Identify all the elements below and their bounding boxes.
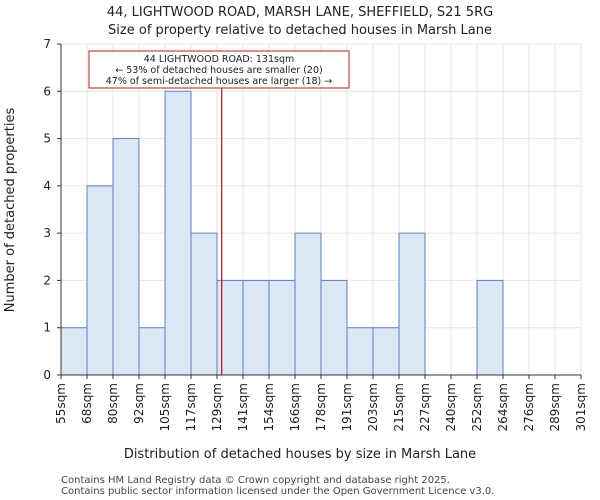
- y-axis-label: Number of detached properties: [3, 108, 18, 313]
- y-tick-label-0: 0: [43, 368, 51, 382]
- annotation-line-1: 44 LIGHTWOOD ROAD: 131sqm: [144, 54, 295, 65]
- x-tick-label-191sqm: 191sqm: [340, 383, 354, 431]
- x-tick-label-80sqm: 80sqm: [106, 383, 120, 424]
- bar-154sqm: [268, 279, 296, 376]
- chart-title: 44, LIGHTWOOD ROAD, MARSH LANE, SHEFFIEL…: [107, 5, 493, 20]
- bar-129sqm: [216, 279, 244, 376]
- bar-117sqm: [190, 232, 218, 376]
- x-tick-label-55sqm: 55sqm: [54, 383, 68, 424]
- x-tick-label-215sqm: 215sqm: [392, 383, 406, 431]
- x-tick-label-178sqm: 178sqm: [314, 383, 328, 431]
- footer-line-2: Contains public sector information licen…: [61, 486, 494, 497]
- x-tick-label-105sqm: 105sqm: [158, 383, 172, 431]
- x-tick-label-117sqm: 117sqm: [184, 383, 198, 431]
- x-tick-label-227sqm: 227sqm: [418, 383, 432, 431]
- y-tick-label-4: 4: [43, 179, 51, 193]
- x-tick-label-141sqm: 141sqm: [236, 383, 250, 431]
- x-tick-label-92sqm: 92sqm: [132, 383, 146, 424]
- x-tick-label-154sqm: 154sqm: [262, 383, 276, 431]
- bar-166sqm: [294, 232, 322, 376]
- bar-252sqm: [476, 279, 504, 376]
- x-tick-label-276sqm: 276sqm: [522, 383, 536, 431]
- y-tick-labels: 0 1 2 3 4 5 6 7: [43, 37, 61, 382]
- annotation-line-3: 47% of semi-detached houses are larger (…: [106, 76, 333, 87]
- bars: [60, 90, 504, 376]
- annotation-box: 44 LIGHTWOOD ROAD: 131sqm ← 53% of detac…: [88, 50, 350, 89]
- bar-80sqm: [112, 138, 140, 376]
- x-tick-label-240sqm: 240sqm: [444, 383, 458, 431]
- x-tick-label-166sqm: 166sqm: [288, 383, 302, 431]
- bar-191sqm: [346, 327, 374, 376]
- bar-55sqm: [60, 327, 88, 376]
- footer-line-1: Contains HM Land Registry data © Crown c…: [61, 475, 450, 486]
- x-tick-label-264sqm: 264sqm: [496, 383, 510, 431]
- bar-68sqm: [86, 185, 114, 376]
- x-tick-labels: 55sqm 68sqm 80sqm 92sqm 105sqm 117sqm 129sqm 14…: [54, 375, 588, 431]
- y-tick-label-2: 2: [43, 273, 51, 287]
- x-tick-label-129sqm: 129sqm: [210, 383, 224, 431]
- bar-203sqm: [372, 327, 400, 376]
- bar-105sqm: [164, 90, 192, 376]
- annotation-border: [88, 50, 350, 89]
- annotation-line-2: ← 53% of detached houses are smaller (20…: [115, 65, 322, 76]
- x-tick-label-68sqm: 68sqm: [80, 383, 94, 424]
- chart-subtitle: Size of property relative to detached ho…: [108, 23, 492, 38]
- y-tick-label-3: 3: [43, 226, 51, 240]
- bar-141sqm: [242, 279, 270, 376]
- y-tick-label-6: 6: [43, 84, 51, 98]
- y-tick-label-7: 7: [43, 37, 51, 51]
- y-tick-label-1: 1: [43, 321, 51, 335]
- bar-178sqm: [320, 279, 348, 376]
- x-tick-label-289sqm: 289sqm: [548, 383, 562, 431]
- y-tick-label-5: 5: [43, 132, 51, 146]
- bar-215sqm: [398, 232, 426, 376]
- x-tick-label-301sqm: 301sqm: [574, 383, 588, 431]
- x-axis-label: Distribution of detached houses by size …: [124, 447, 476, 462]
- bar-92sqm: [138, 327, 166, 376]
- x-tick-label-252sqm: 252sqm: [470, 383, 484, 431]
- x-tick-label-203sqm: 203sqm: [366, 383, 380, 431]
